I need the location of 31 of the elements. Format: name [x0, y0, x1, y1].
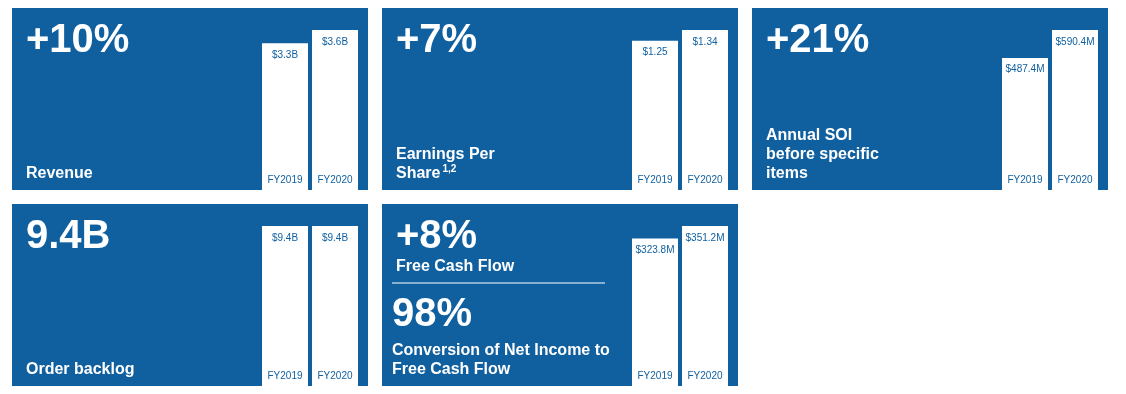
- text: Free Cash Flow: [396, 257, 515, 274]
- x-tick-label: FY2019: [637, 173, 673, 185]
- data-label: $323.8M: [635, 243, 675, 255]
- x-tick-label: FY2019: [637, 369, 673, 381]
- text: Annual SOI before specific items: [766, 126, 884, 181]
- x-tick-label: FY2019: [1007, 173, 1043, 185]
- data-label: $590.4M: [1055, 35, 1095, 47]
- data-label: $351.2M: [685, 231, 725, 243]
- data-label: $9.4B: [271, 231, 299, 243]
- text: 98%: [392, 290, 473, 334]
- chart-title: 9.4B: [26, 212, 111, 256]
- chart-title: +8%: [396, 212, 478, 256]
- x-tick-label: FY2020: [1057, 173, 1093, 185]
- x-tick-label: FY2020: [687, 369, 723, 381]
- data-label: $3.6B: [321, 35, 349, 47]
- x-tick-label: FY2020: [687, 173, 723, 185]
- text: Conversion of Net Income to Free Cash Flow: [392, 341, 615, 377]
- data-label: $1.25: [642, 46, 668, 58]
- data-label: $487.4M: [1005, 63, 1045, 75]
- x-tick-label: FY2019: [267, 173, 303, 185]
- x-tick-label: FY2019: [267, 369, 303, 381]
- text: Revenue: [26, 164, 93, 181]
- x-tick-label: FY2020: [317, 369, 353, 381]
- chart-title: +21%: [766, 16, 870, 60]
- chart-title: +7%: [396, 16, 478, 60]
- data-label: $9.4B: [321, 231, 349, 243]
- chart-title: +10%: [26, 16, 130, 60]
- text: Order backlog: [26, 360, 135, 377]
- x-tick-label: FY2020: [317, 173, 353, 185]
- data-label: $1.34: [692, 35, 718, 47]
- data-label: $3.3B: [271, 48, 299, 60]
